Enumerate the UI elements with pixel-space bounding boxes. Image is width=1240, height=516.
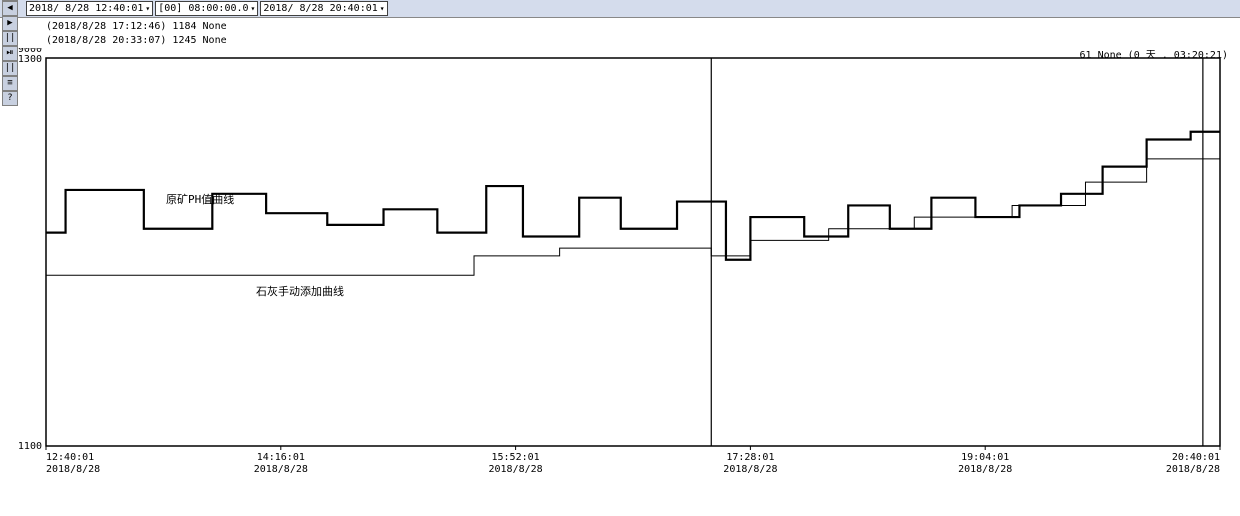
span-field[interactable]: [00] 08:00:00.0: [155, 1, 258, 16]
cursor-info-1: (2018/8/28 17:12:46) 1184 None: [46, 21, 1240, 32]
start-time-field[interactable]: 2018/ 8/28 12:40:01: [26, 1, 153, 16]
svg-text:12:40:01: 12:40:01: [46, 452, 94, 463]
svg-text:19:04:01: 19:04:01: [961, 452, 1009, 463]
end-time-field[interactable]: 2018/ 8/28 20:40:01: [260, 1, 387, 16]
svg-text:石灰手动添加曲线: 石灰手动添加曲线: [256, 284, 344, 298]
svg-text:2018/8/28: 2018/8/28: [46, 464, 100, 475]
svg-text:2018/8/28: 2018/8/28: [958, 464, 1012, 475]
chart-area: 13009000110012:40:012018/8/2814:16:01201…: [12, 48, 1228, 510]
svg-text:20:40:01: 20:40:01: [1172, 452, 1220, 463]
svg-text:原矿PH值曲线: 原矿PH值曲线: [166, 192, 234, 206]
toolbar-button[interactable]: ▶: [2, 16, 18, 31]
svg-text:15:52:01: 15:52:01: [492, 452, 540, 463]
svg-text:2018/8/28: 2018/8/28: [254, 464, 308, 475]
toolbar: ↺⟲⊞⤢↔🔍◀▶||⏯||≡? 2018/ 8/28 12:40:01 [00]…: [0, 0, 1240, 18]
svg-text:1100: 1100: [18, 441, 42, 452]
svg-text:2018/8/28: 2018/8/28: [1166, 464, 1220, 475]
step-chart: 13009000110012:40:012018/8/2814:16:01201…: [12, 48, 1224, 510]
svg-text:2018/8/28: 2018/8/28: [723, 464, 777, 475]
svg-text:1300: 1300: [18, 54, 42, 65]
cursor-info-2: (2018/8/28 20:33:07) 1245 None: [46, 35, 1240, 46]
svg-text:17:28:01: 17:28:01: [726, 452, 774, 463]
svg-text:2018/8/28: 2018/8/28: [489, 464, 543, 475]
svg-text:14:16:01: 14:16:01: [257, 452, 305, 463]
toolbar-button[interactable]: ◀: [2, 1, 18, 16]
svg-text:9000: 9000: [18, 48, 42, 55]
